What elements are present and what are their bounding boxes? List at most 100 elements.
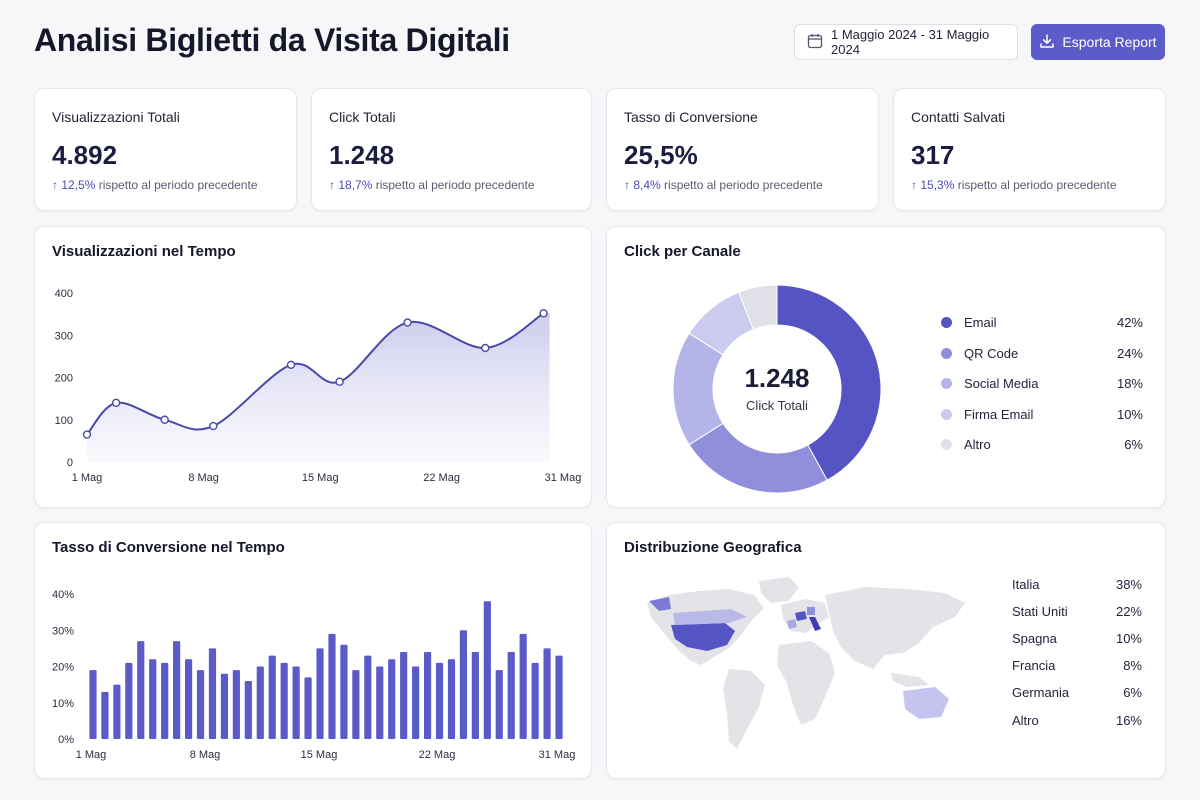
views-point: [481, 343, 490, 353]
conversion-bar: [161, 662, 169, 739]
kpi-delta-text: rispetto al periodo precedente: [375, 178, 535, 192]
geo-country: Altro: [1012, 713, 1039, 728]
kpi-label: Click Totali: [329, 109, 396, 125]
geo-pct: 8%: [1123, 658, 1142, 673]
geo-row: Germania 6%: [1012, 683, 1142, 703]
conversion-bar: [352, 670, 360, 739]
conversion-bar: [400, 652, 408, 739]
conversion-bar: [364, 655, 372, 739]
views-area: [87, 313, 550, 462]
conversion-bar-chart: 0% 10% 20% 30% 40% 1 Mag 8 Mag 15 Mag 22 Mag 31 M…: [52, 589, 576, 761]
kpi-card-views: Visualizzazioni Totali 4.892 ↑ 12,5% ris…: [34, 88, 297, 211]
geo-country: Stati Uniti: [1012, 604, 1068, 619]
legend-item: Altro 6%: [941, 435, 1143, 455]
conversion-bar: [173, 641, 181, 739]
kpi-delta-text: rispetto al periodo precedente: [664, 178, 823, 192]
page-title: Analisi Biglietti da Visita Digitali: [34, 22, 510, 58]
views-chart-card: Visualizzazioni nel Tempo 0 100 200 300 400 1…: [34, 226, 592, 508]
y-tick-label: 20%: [52, 662, 74, 674]
conversion-bar: [316, 648, 324, 739]
x-tick-label: 31 Mag: [545, 472, 582, 484]
views-point: [160, 415, 169, 424]
conversion-bar: [196, 670, 205, 739]
y-tick-label: 200: [55, 373, 73, 385]
africa-shape: [777, 641, 835, 725]
legend-swatch: [941, 348, 952, 359]
conversion-bar: [280, 662, 288, 739]
conversion-bar: [435, 662, 444, 739]
calendar-icon: [807, 33, 823, 52]
kpi-value: 25,5%: [624, 140, 698, 170]
legend-label: Email: [964, 315, 997, 330]
kpi-card-conversion: Tasso di Conversione 25,5% ↑ 8,4% rispet…: [606, 88, 879, 211]
y-tick-label: 300: [55, 330, 73, 342]
indonesia-shape: [891, 673, 929, 687]
legend-swatch: [941, 378, 952, 389]
conversion-bar: [89, 670, 97, 739]
conversion-bar: [244, 681, 252, 739]
legend-label: Social Media: [964, 376, 1039, 391]
geo-card: Distribuzione Geografica Italia 38% Stati: [606, 522, 1166, 779]
y-tick-label: 10%: [52, 698, 74, 710]
donut-slice-qr-code: [688, 422, 828, 494]
views-point: [286, 360, 296, 370]
conversion-bar: [495, 670, 503, 739]
y-tick-label: 100: [55, 415, 73, 427]
conversion-bar: [423, 652, 432, 739]
x-tick-label: 31 Mag: [539, 749, 576, 761]
y-tick-label: 400: [55, 288, 73, 300]
conversion-bar: [149, 659, 157, 739]
geo-country: Italia: [1012, 577, 1040, 592]
france-shape: [795, 611, 807, 621]
donut-slice-altro: [738, 284, 778, 331]
kpi-delta: ↑ 8,4% rispetto al periodo precedente: [624, 178, 823, 192]
geo-country: Germania: [1012, 685, 1070, 700]
kpi-label: Tasso di Conversione: [624, 109, 758, 125]
geo-pct: 16%: [1115, 713, 1142, 728]
export-report-label: Esporta Report: [1062, 34, 1157, 50]
conversion-bar: [555, 655, 563, 739]
world-map: [647, 577, 965, 749]
spain-shape: [787, 619, 797, 629]
conversion-bar: [256, 666, 264, 739]
conversion-bar: [483, 601, 491, 739]
kpi-card-clicks: Click Totali 1.248 ↑ 18,7% rispetto al p…: [311, 88, 592, 211]
donut-center-label: Click Totali: [746, 398, 808, 413]
conversion-bar: [376, 666, 384, 739]
x-tick-label: 1 Mag: [72, 472, 103, 484]
y-tick-label: 0%: [58, 734, 74, 746]
greenland-shape: [759, 577, 799, 603]
views-point: [335, 377, 344, 386]
legend-value: 18%: [1116, 376, 1143, 391]
conversion-chart-card: Tasso di Conversione nel Tempo 0% 10% 20% 3…: [34, 522, 592, 779]
card-title: Click per Canale: [624, 243, 741, 260]
card-title: Tasso di Conversione nel Tempo: [52, 539, 285, 556]
conversion-bar: [447, 659, 456, 739]
x-tick-label: 1 Mag: [76, 749, 107, 761]
geo-row: Spagna 10%: [1012, 629, 1142, 649]
conversion-bar: [543, 648, 551, 739]
arrow-up-icon: ↑: [52, 178, 58, 192]
conversion-bar: [125, 662, 133, 739]
legend-value: 6%: [1124, 437, 1143, 452]
conversion-bar: [388, 659, 396, 739]
south-america-shape: [723, 669, 765, 749]
views-line-chart: 0 100 200 300 400 1 Mag 8 Mag 15 Mag 22 Mag 31 Ma…: [55, 288, 582, 484]
y-tick-label: 30%: [52, 625, 74, 637]
download-icon: [1039, 33, 1055, 52]
arrow-up-icon: ↑: [911, 178, 917, 192]
x-tick-label: 22 Mag: [423, 472, 460, 484]
x-tick-label: 15 Mag: [302, 472, 339, 484]
kpi-delta-pct: 15,3%: [920, 178, 955, 192]
conversion-bar: [184, 659, 193, 739]
geo-pct: 38%: [1115, 577, 1142, 592]
export-report-button[interactable]: Esporta Report: [1031, 24, 1165, 60]
conversion-bar: [507, 652, 515, 739]
views-point: [82, 430, 92, 439]
legend-label: Firma Email: [964, 407, 1034, 422]
views-point: [209, 421, 218, 431]
conversion-bar: [459, 630, 468, 739]
kpi-value: 1.248: [329, 140, 395, 170]
date-range-picker[interactable]: 1 Maggio 2024 - 31 Maggio 2024: [794, 24, 1018, 60]
kpi-card-saved-contacts: Contatti Salvati 317 ↑ 15,3% rispetto al…: [893, 88, 1166, 211]
